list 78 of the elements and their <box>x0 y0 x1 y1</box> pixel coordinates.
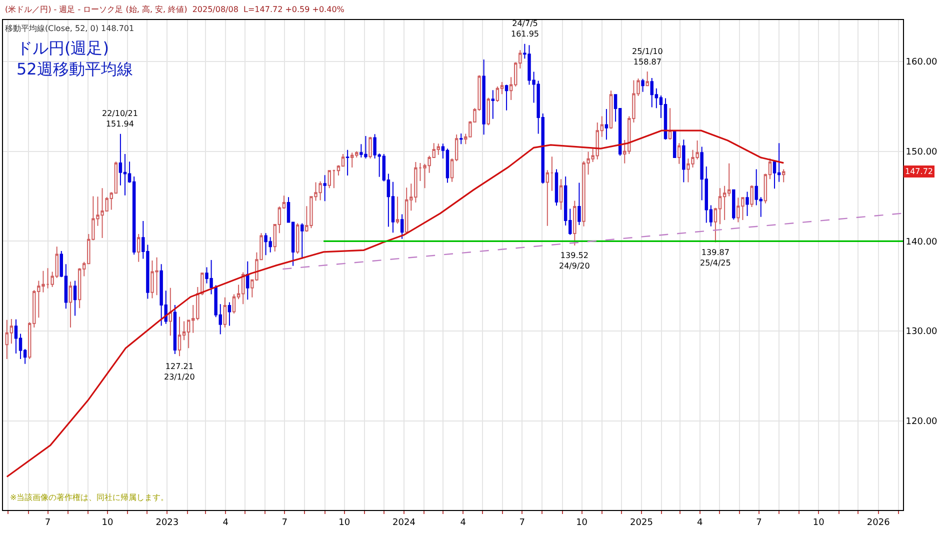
candlestick <box>223 296 227 328</box>
annotation: 25/1/10 158.87 <box>632 47 663 66</box>
candlestick <box>137 233 140 262</box>
x-tick-label: 10 <box>812 518 825 528</box>
x-tick-label: 4 <box>697 518 704 528</box>
y-tick-label: 140.00 <box>906 237 938 248</box>
candlestick <box>173 304 177 355</box>
candlestick <box>504 84 508 111</box>
candlestick <box>578 182 581 226</box>
candlestick <box>400 214 404 240</box>
candlestick <box>491 90 495 120</box>
x-tick-label: 2025 <box>630 518 653 528</box>
candlestick <box>246 260 250 300</box>
line-series <box>6 130 784 478</box>
candlestick <box>68 281 72 328</box>
x-tick-label: 4 <box>222 518 229 528</box>
candlestick <box>323 174 326 202</box>
candlestick <box>573 200 576 246</box>
annotation: 139.87 25/4/25 <box>700 248 731 268</box>
candlestick <box>332 169 336 189</box>
y-tick-label: 120.00 <box>906 417 938 428</box>
candlestick <box>228 302 232 326</box>
x-tick-label: 10 <box>338 518 350 528</box>
y-tick-label: 130.00 <box>906 327 938 338</box>
candlestick <box>73 280 77 316</box>
candlestick <box>678 142 681 164</box>
x-tick-label: 10 <box>576 518 588 528</box>
text: ドル円(週足) 52週移動平均線 <box>16 38 133 78</box>
candlestick <box>486 97 490 126</box>
annotation: ※当該画像の著作権は、同社に帰属します。 <box>10 493 169 502</box>
candlestick <box>664 98 668 140</box>
candlestick <box>559 178 563 210</box>
x-tick-label: 4 <box>460 518 466 528</box>
y-tick-label: 160.00 <box>906 58 938 68</box>
x-tick-label: 7 <box>282 518 288 528</box>
candlestick <box>682 139 686 183</box>
candlestick <box>300 222 304 260</box>
x-tick-label: 10 <box>102 518 114 528</box>
candlestick <box>782 168 786 183</box>
candlestick <box>241 272 245 305</box>
candlestick <box>436 143 440 156</box>
candlestick <box>168 287 172 336</box>
candlestick <box>496 86 500 102</box>
candlestick <box>178 316 182 357</box>
annotation: 147.72 <box>905 167 933 176</box>
annotation: 127.21 23/1/20 <box>164 362 195 382</box>
candlestick <box>750 184 754 208</box>
candlestick <box>550 156 554 192</box>
x-tick-label: 2023 <box>156 518 179 528</box>
annotation: 移動平均線(Close, 52, 0) 148.701 <box>5 24 134 33</box>
candlestick <box>328 170 331 189</box>
candlestick <box>732 189 736 220</box>
candlestick <box>746 191 749 216</box>
text: (米ドル／円) - 週足 - ローソク足 (始, 高, 安, 終値) 2025/08/08 L=147.72 +0.59 +0.40% <box>5 5 345 14</box>
candlestick <box>646 71 649 86</box>
annotation: 139.52 24/9/20 <box>559 251 590 270</box>
candlestick <box>546 170 550 226</box>
candlestick <box>396 196 400 224</box>
x-tick-label: 7 <box>519 518 525 528</box>
x-tick-label: 2026 <box>866 518 890 528</box>
x-tick-label: 2024 <box>392 518 416 528</box>
candlestick <box>346 149 350 176</box>
candlestick <box>604 108 608 140</box>
candlestick <box>200 272 204 296</box>
candlestick <box>5 319 9 360</box>
candlestick <box>482 59 486 136</box>
candlestick <box>296 222 300 254</box>
x-tick-label: 7 <box>44 518 51 528</box>
candlestick <box>668 108 672 140</box>
y-tick-label: 150.00 <box>906 147 938 158</box>
candlestick <box>460 133 463 145</box>
candlestick <box>609 90 613 130</box>
candlestick <box>641 78 644 92</box>
annotation: 22/10/21 151.94 <box>102 109 138 128</box>
annotation: 24/7/5 161.95 <box>511 19 539 38</box>
candlestick <box>554 168 558 206</box>
candlestick <box>368 136 372 159</box>
x-tick-label: 7 <box>756 518 762 528</box>
